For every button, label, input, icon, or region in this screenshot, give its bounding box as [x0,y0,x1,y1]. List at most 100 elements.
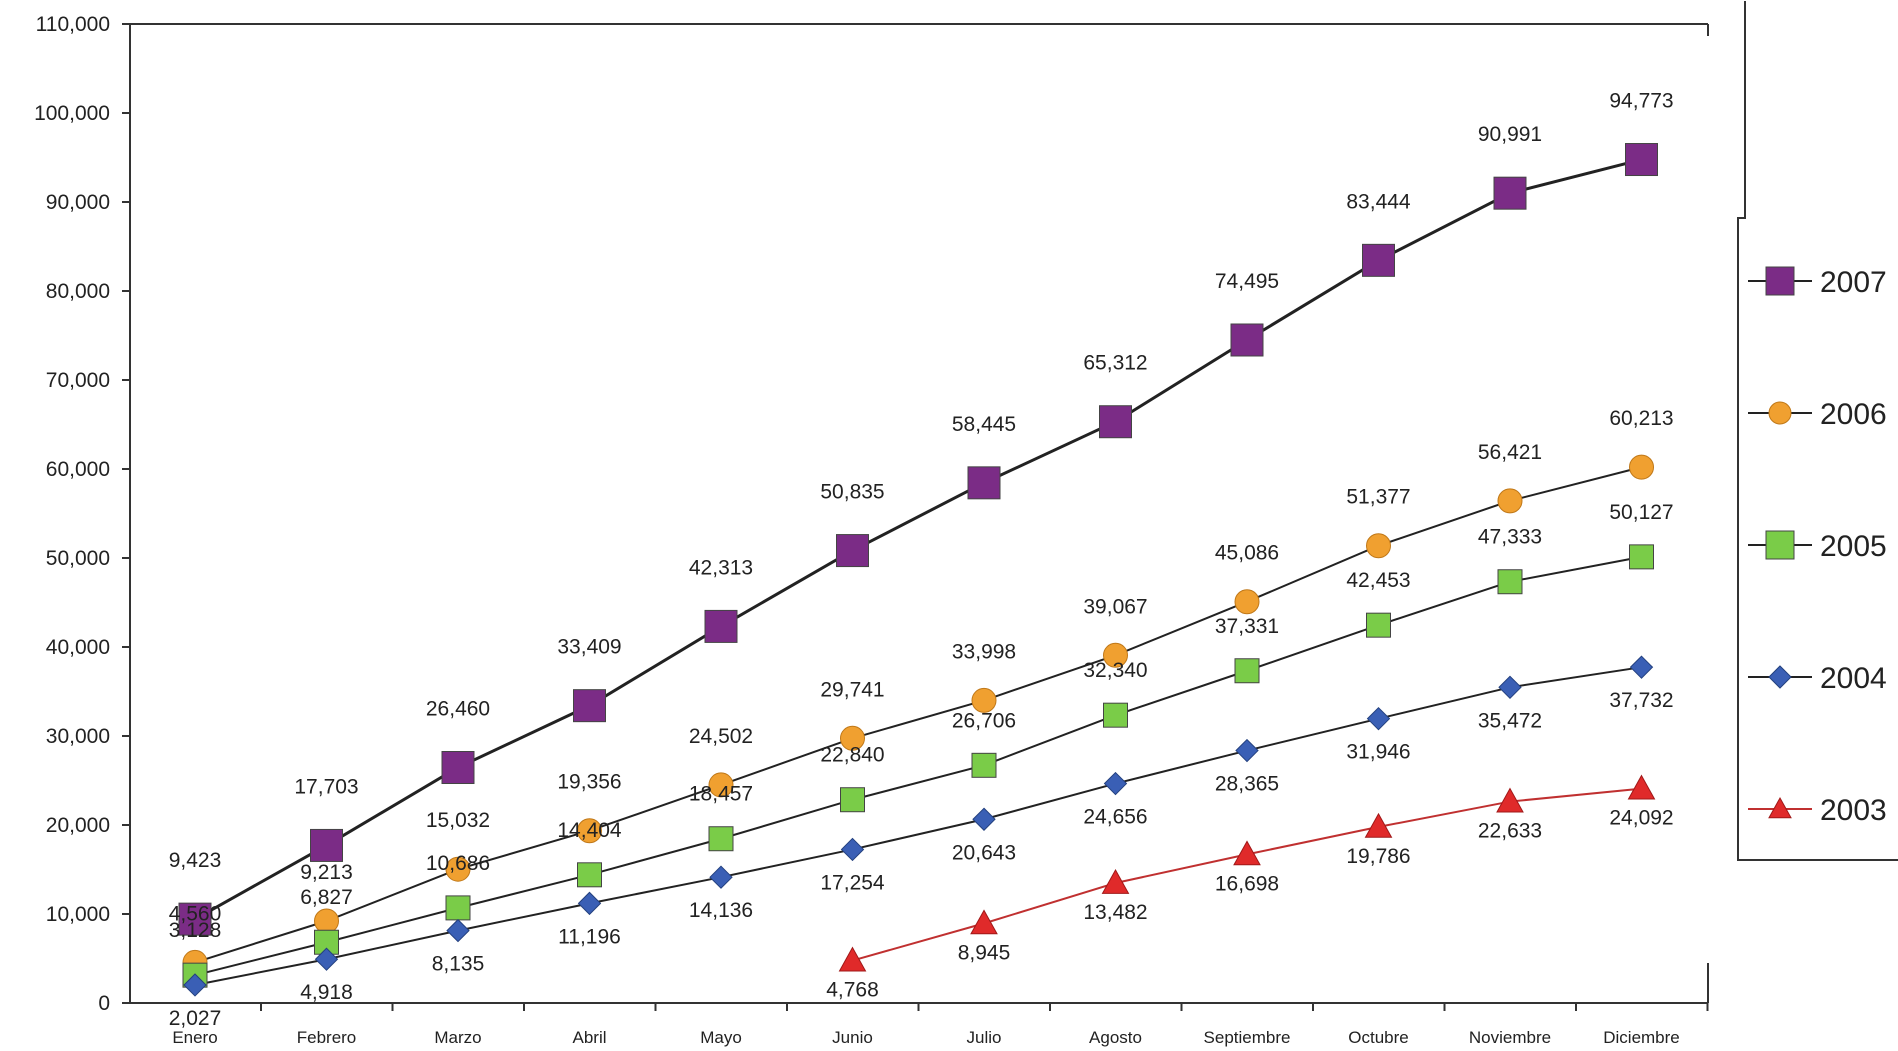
data-label-2005: 42,453 [1346,569,1410,592]
data-label-2005: 26,706 [952,709,1016,732]
point-2005 [577,862,602,888]
x-tick-label: Enero [172,1028,217,1047]
legend-marker-2003 [1768,796,1792,819]
data-label-2006: 24,502 [689,725,753,748]
point-2005 [1497,569,1523,595]
x-tick-label: Septiembre [1204,1028,1291,1047]
x-tick-label: Febrero [297,1028,357,1047]
point-2007 [1230,323,1264,357]
point-2004 [1366,706,1391,731]
legend-marker-2005 [1765,530,1795,560]
data-label-2003: 24,092 [1609,807,1673,830]
point-2005 [708,826,734,852]
point-2006 [1234,589,1260,615]
point-2006 [1103,642,1128,668]
point-2007 [836,534,869,568]
data-label-2007: 33,409 [557,636,621,659]
legend-label-2007: 2007 [1820,266,1887,299]
data-label-2006: 56,421 [1478,441,1542,464]
point-2007 [1099,405,1132,439]
y-tick-label: 90,000 [46,191,110,214]
data-label-2003: 22,633 [1478,820,1542,843]
point-2004 [1235,738,1259,763]
point-2007 [1493,176,1527,210]
data-label-2005: 10,686 [426,852,490,875]
y-tick-label: 40,000 [46,636,110,659]
data-label-2007: 9,423 [169,849,222,872]
data-label-2005: 18,457 [689,783,753,806]
y-tick-label: 50,000 [46,547,110,570]
data-label-2004: 14,136 [689,899,753,922]
point-2005 [1234,658,1260,684]
legend-label-2005: 2005 [1820,530,1887,563]
point-2007 [967,466,1001,500]
data-label-2007: 58,445 [952,413,1016,436]
data-label-2007: 90,991 [1478,123,1542,146]
point-2007 [441,751,475,785]
y-tick-label: 110,000 [36,13,110,36]
point-2005 [1366,612,1391,638]
series-line-2006 [194,466,1642,964]
point-2007 [1362,243,1395,277]
point-2006 [1366,533,1391,559]
series-line-2004 [194,666,1642,986]
x-tick-label: Junio [832,1028,873,1047]
point-2003 [1364,812,1393,838]
data-label-2004: 35,472 [1478,709,1542,732]
y-tick-label: 20,000 [46,814,110,837]
x-tick-label: Octubre [1348,1028,1408,1047]
y-tick-label: 100,000 [34,102,110,125]
legend-marker-2004 [1768,665,1792,689]
data-label-2004: 28,365 [1215,773,1279,796]
data-label-2004: 37,732 [1609,689,1673,712]
data-label-2004: 8,135 [432,953,485,976]
data-label-2003: 16,698 [1215,872,1279,895]
point-2004 [709,865,733,889]
x-tick-label: Agosto [1089,1028,1142,1047]
data-label-2006: 39,067 [1083,595,1147,618]
point-2006 [971,687,997,713]
data-label-2006: 19,356 [557,771,621,794]
point-2007 [1625,143,1658,177]
data-label-2005: 6,827 [300,886,353,909]
data-label-2006: 60,213 [1609,407,1673,430]
data-label-2005: 32,340 [1083,659,1147,682]
data-label-2005: 22,840 [820,744,884,767]
y-tick-label: 30,000 [46,725,110,748]
data-label-2006: 29,741 [820,678,884,701]
point-2005 [1103,702,1128,728]
data-label-2003: 8,945 [958,941,1011,964]
data-label-2004: 20,643 [952,841,1016,864]
data-label-2003: 4,768 [826,979,879,1002]
point-2006 [577,818,602,844]
point-2003 [838,946,867,972]
data-label-2007: 42,313 [689,556,753,579]
data-label-2004: 17,254 [820,871,885,894]
y-tick-label: 60,000 [46,458,110,481]
data-label-2006: 4,560 [169,902,222,925]
legend-label-2003: 2003 [1820,794,1887,827]
point-2006 [445,856,471,882]
point-2005 [1629,544,1654,570]
legend-label-2004: 2004 [1820,662,1887,695]
data-label-2006: 9,213 [300,861,353,884]
point-2004 [446,918,470,943]
point-2004 [1103,771,1128,796]
point-2006 [708,772,734,798]
data-label-2004: 2,027 [169,1007,222,1030]
point-2006 [1497,488,1523,514]
data-label-2007: 83,444 [1346,190,1411,213]
y-tick-label: 0 [98,992,110,1015]
data-label-2004: 24,656 [1083,806,1147,829]
data-label-2003: 19,786 [1346,845,1410,868]
data-label-2005: 37,331 [1215,615,1279,638]
data-label-2007: 94,773 [1609,90,1673,113]
point-2005 [971,752,997,778]
data-label-2007: 65,312 [1083,352,1147,375]
data-label-2004: 11,196 [558,925,621,948]
point-2007 [704,609,738,643]
data-label-2005: 14,404 [557,819,622,842]
data-label-2004: 4,918 [300,981,353,1004]
point-2007 [310,828,343,862]
data-label-2005: 3,128 [169,919,222,942]
